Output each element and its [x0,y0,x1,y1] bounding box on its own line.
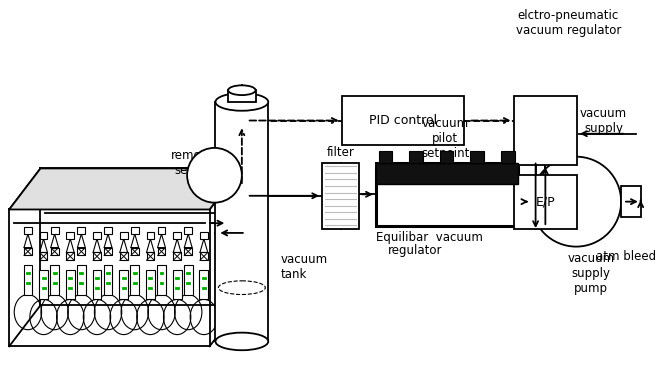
Bar [131,248,139,256]
Text: elctro-pneumatic
vacuum regulator: elctro-pneumatic vacuum regulator [516,9,621,37]
Bar [146,270,155,300]
Bar [341,96,464,145]
Bar [50,265,59,295]
Bar [379,151,392,163]
Bar [104,227,112,234]
Bar [200,253,208,260]
Bar [173,253,181,260]
Bar [24,227,32,234]
Bar [322,163,359,229]
Bar [200,270,208,300]
Bar [216,102,269,341]
Bar [157,265,166,295]
Bar [24,248,32,256]
Bar [376,163,518,226]
Bar [131,227,139,234]
Text: vacuum
supply: vacuum supply [580,107,627,135]
Circle shape [187,148,242,203]
Bar [39,253,47,260]
Bar [184,248,192,256]
Bar [77,227,86,234]
Polygon shape [9,169,241,210]
Bar [173,232,181,239]
Bar [158,248,166,256]
Bar [440,151,454,163]
Text: regulator: regulator [388,244,443,257]
Bar [130,265,139,295]
Bar [66,253,74,260]
Text: vacuum
pilot
setpoint: vacuum pilot setpoint [421,117,470,160]
Bar [514,175,577,229]
Bar [184,265,192,295]
Bar [409,151,423,163]
Text: PID control: PID control [369,114,437,127]
Bar [514,96,577,164]
Bar [120,270,128,300]
Bar [93,232,101,239]
Text: atm bleed: atm bleed [596,250,656,263]
Text: vacuum
tank: vacuum tank [281,254,328,282]
Bar [621,186,641,217]
Bar [120,232,128,239]
Bar [376,163,518,184]
Bar [51,248,59,256]
Bar [146,232,154,239]
Bar [104,248,112,256]
Bar [470,151,484,163]
Bar [501,151,514,163]
Bar [93,270,102,300]
Text: Equilibar  vacuum: Equilibar vacuum [376,231,483,244]
Ellipse shape [216,93,269,111]
Bar [77,248,86,256]
Text: PT: PT [207,169,222,182]
Circle shape [531,157,621,247]
Bar [228,90,256,102]
Bar [39,232,47,239]
Bar [146,253,154,260]
Bar [158,227,166,234]
Bar [93,253,101,260]
Ellipse shape [228,85,256,95]
Bar [184,227,192,234]
Ellipse shape [216,333,269,350]
Bar [23,265,32,295]
Text: E/P: E/P [536,196,555,209]
Bar [39,270,48,300]
Bar [51,227,59,234]
Text: vacuum
supply
pump: vacuum supply pump [567,251,615,295]
Bar [173,270,182,300]
Text: remote
sense: remote sense [171,149,213,177]
Bar [66,270,75,300]
Text: filter: filter [327,145,355,159]
Bar [104,265,112,295]
Bar [77,265,86,295]
Bar [66,232,74,239]
Bar [200,232,208,239]
Bar [120,253,128,260]
